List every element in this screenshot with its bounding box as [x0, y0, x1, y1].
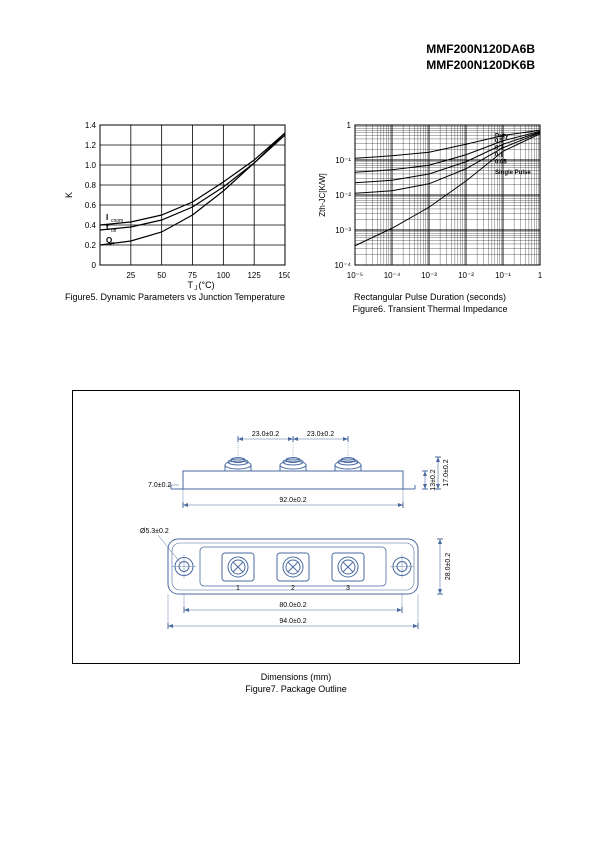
figure7-caption: Dimensions (mm) Figure7. Package Outline	[72, 672, 520, 695]
svg-text:10⁻²: 10⁻²	[335, 191, 351, 200]
figure7-block: 23.0±0.2 23.0±0.2 92.0±0.2 17.0±0.2 13±0.2 7.…	[72, 390, 520, 664]
part-number-1: MMF200N120DA6B	[426, 42, 535, 58]
svg-text:Zth-JC[K/W]: Zth-JC[K/W]	[318, 173, 327, 217]
svg-text:7.0±0.2: 7.0±0.2	[148, 482, 171, 489]
svg-text:50: 50	[157, 271, 166, 280]
figure6-xlabel: Rectangular Pulse Duration (seconds)	[315, 292, 545, 302]
svg-text:10⁻⁴: 10⁻⁴	[334, 261, 351, 270]
svg-text:0.6: 0.6	[85, 201, 97, 210]
svg-text:10⁻⁴: 10⁻⁴	[384, 271, 401, 280]
svg-text:25: 25	[126, 271, 135, 280]
svg-text:cnom: cnom	[111, 218, 123, 224]
svg-text:80.0±0.2: 80.0±0.2	[279, 602, 306, 609]
svg-text:10⁻¹: 10⁻¹	[335, 156, 351, 165]
svg-text:0.4: 0.4	[85, 221, 97, 230]
svg-text:10⁻⁵: 10⁻⁵	[347, 271, 363, 280]
figure7-drawing: 23.0±0.2 23.0±0.2 92.0±0.2 17.0±0.2 13±0.2 7.…	[93, 421, 499, 641]
svg-text:(°C): (°C)	[199, 280, 215, 290]
svg-text:150: 150	[278, 271, 290, 280]
svg-text:1: 1	[236, 585, 240, 592]
svg-text:t: t	[106, 223, 109, 232]
svg-text:Ø5.3±0.2: Ø5.3±0.2	[140, 528, 169, 535]
part-number-2: MMF200N120DK6B	[426, 58, 535, 74]
svg-text:28.0±0.2: 28.0±0.2	[445, 553, 452, 580]
svg-text:100: 100	[217, 271, 231, 280]
svg-text:0.2: 0.2	[495, 146, 504, 152]
figure6-chart: 10⁻⁵10⁻⁴10⁻³10⁻²10⁻¹110⁻⁴10⁻³10⁻²10⁻¹1Zt…	[315, 120, 545, 290]
svg-text:10⁻³: 10⁻³	[335, 226, 351, 235]
figure6-caption: Figure6. Transient Thermal Impedance	[315, 304, 545, 314]
figure6-block: 10⁻⁵10⁻⁴10⁻³10⁻²10⁻¹110⁻⁴10⁻³10⁻²10⁻¹1Zt…	[315, 120, 545, 314]
svg-text:J: J	[195, 286, 198, 290]
svg-text:K: K	[64, 192, 74, 198]
svg-text:75: 75	[188, 271, 197, 280]
figure5-caption: Figure5. Dynamic Parameters vs Junction …	[60, 292, 290, 302]
svg-text:13±0.2: 13±0.2	[430, 469, 437, 490]
svg-text:10⁻¹: 10⁻¹	[495, 271, 511, 280]
svg-text:1.4: 1.4	[85, 121, 97, 130]
svg-text:10⁻²: 10⁻²	[458, 271, 474, 280]
svg-text:1.2: 1.2	[85, 141, 97, 150]
svg-text:23.0±0.2: 23.0±0.2	[252, 431, 279, 438]
figure5-chart: 25507510012515000.20.40.60.81.01.21.4TJ …	[60, 120, 290, 290]
svg-text:Single Pulse: Single Pulse	[495, 170, 531, 176]
svg-text:3: 3	[346, 585, 350, 592]
part-number-header: MMF200N120DA6B MMF200N120DK6B	[426, 42, 535, 73]
svg-text:92.0±0.2: 92.0±0.2	[279, 497, 306, 504]
svg-text:17.0±0.2: 17.0±0.2	[443, 459, 450, 486]
svg-text:2: 2	[291, 585, 295, 592]
svg-text:1: 1	[538, 271, 543, 280]
svg-text:0: 0	[92, 261, 97, 270]
svg-text:1: 1	[347, 121, 352, 130]
svg-text:0.05: 0.05	[495, 160, 507, 166]
svg-text:125: 125	[247, 271, 261, 280]
figure5-block: 25507510012515000.20.40.60.81.01.21.4TJ …	[60, 120, 290, 314]
svg-text:0.2: 0.2	[85, 241, 97, 250]
svg-text:0.5: 0.5	[495, 139, 504, 145]
svg-text:rr: rr	[111, 241, 115, 247]
svg-text:T: T	[188, 280, 194, 290]
svg-text:0.1: 0.1	[495, 153, 504, 159]
svg-text:94.0±0.2: 94.0±0.2	[279, 618, 306, 625]
svg-text:off: off	[111, 228, 117, 234]
svg-text:0.8: 0.8	[85, 181, 97, 190]
figure7-title: Figure7. Package Outline	[72, 684, 520, 696]
figure7-dims-label: Dimensions (mm)	[72, 672, 520, 684]
svg-text:10⁻³: 10⁻³	[421, 271, 437, 280]
svg-text:1.0: 1.0	[85, 161, 97, 170]
svg-text:I: I	[106, 213, 108, 222]
svg-text:23.0±0.2: 23.0±0.2	[307, 431, 334, 438]
